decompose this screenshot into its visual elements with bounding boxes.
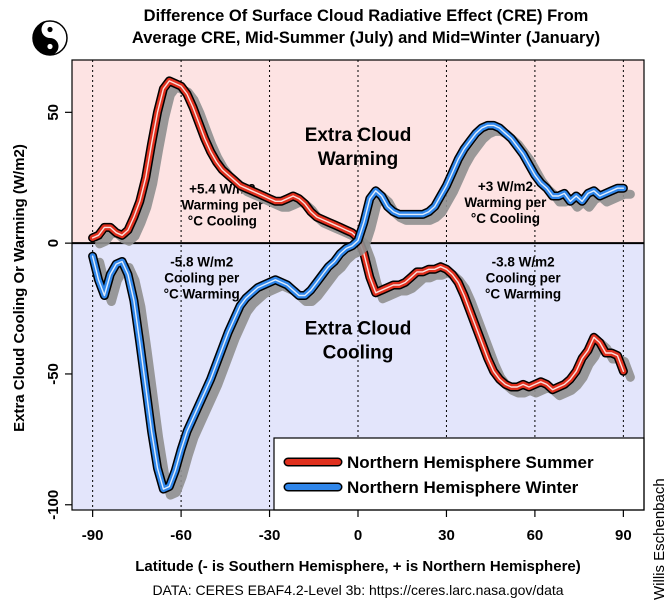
annotation-line: -3.8 W/m2 [492,255,555,270]
annotation-line: Warming per [464,195,547,210]
region-label-line: Warming [318,149,399,170]
chart-title-line-2: Average CRE, Mid-Summer (July) and Mid=W… [132,29,600,47]
vertical-gridlines [92,60,624,510]
annotation-4: -3.8 W/m2 Cooling per °C Warming [485,255,561,302]
x-axis-ticks: -90 -60 -30 0 30 60 90 [82,510,632,544]
legend-label-summer: Northern Hemisphere Summer [347,453,594,472]
y-axis-label: Extra Cloud Cooling Or Warming (W/m2) [11,144,28,432]
region-label-line: Cooling [323,343,394,364]
annotation-line: °C Cooling [471,211,540,226]
annotation-line: Cooling per [486,271,562,286]
legend-box [273,437,645,511]
x-tick-label: 60 [527,527,544,544]
region-label-line: Extra Cloud [305,319,412,340]
series-winter [88,120,635,500]
region-labels: Extra Cloud Warming Extra Cloud Cooling [305,125,412,364]
y-tick-label: -100 [45,490,62,520]
region-label-cooling: Extra Cloud Cooling [305,319,412,364]
annotation-line: +3 W/m2 [478,179,533,194]
x-tick-label: 0 [354,527,362,544]
legend: Northern Hemisphere Summer Northern Hemis… [273,437,645,511]
y-axis-ticks: 50 0 -50 -100 [45,104,72,520]
x-tick-label: -90 [82,527,104,544]
data-source: DATA: CERES EBAF4.2-Level 3b: https://ce… [152,582,563,598]
annotation-line: °C Warming [164,287,240,302]
region-label-warming: Extra Cloud Warming [305,125,412,170]
annotation-line: Warming per [181,197,264,212]
region-label-line: Extra Cloud [305,125,412,146]
x-tick-label: -30 [259,527,281,544]
annotation-line: Cooling per [164,271,240,286]
annotation-line: -5.8 W/m2 [170,255,233,270]
x-axis-label: Latitude (- is Southern Hemisphere, + is… [135,558,581,575]
x-tick-label: 30 [438,527,455,544]
series-highlight [91,124,625,490]
y-tick-label: 50 [45,104,62,121]
author-credit: Willis Eschenbach [651,478,668,600]
annotation-line: °C Cooling [188,213,257,228]
annotation-2: -5.8 W/m2 Cooling per °C Warming [164,255,240,302]
x-tick-label: 90 [615,527,632,544]
series-lines [88,76,635,500]
x-tick-label: -60 [170,527,192,544]
annotation-3: +3 W/m2 Warming per °C Cooling [464,179,547,226]
annotation-line: °C Warming [485,287,561,302]
chart-title-line-1: Difference Of Surface Cloud Radiative Ef… [144,7,589,25]
y-tick-label: 0 [45,239,62,247]
y-tick-label: -50 [45,363,62,385]
legend-label-winter: Northern Hemisphere Winter [347,478,579,497]
yin-yang-icon [32,20,68,56]
